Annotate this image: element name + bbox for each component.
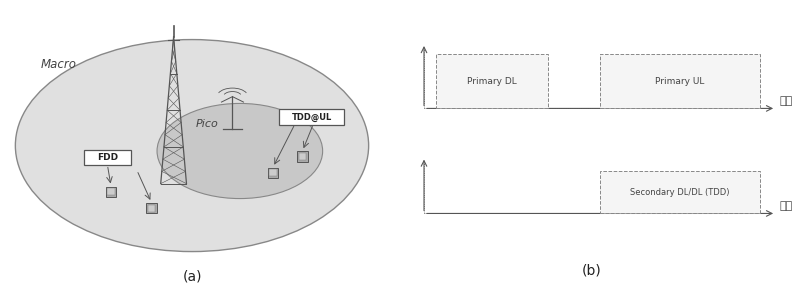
Ellipse shape <box>157 103 322 199</box>
Bar <box>148 204 155 212</box>
Bar <box>298 153 306 160</box>
Text: FDD: FDD <box>97 153 118 162</box>
Text: Pico: Pico <box>196 119 218 129</box>
Text: Secondary DL/DL (TDD): Secondary DL/DL (TDD) <box>630 188 730 197</box>
Text: Primary DL: Primary DL <box>467 77 517 86</box>
FancyBboxPatch shape <box>279 109 344 125</box>
Text: 频率: 频率 <box>780 201 794 210</box>
Bar <box>146 203 157 213</box>
FancyBboxPatch shape <box>84 150 130 165</box>
Bar <box>270 169 277 176</box>
Bar <box>436 54 548 108</box>
Text: TDD@UL: TDD@UL <box>291 112 332 122</box>
Bar <box>107 188 114 195</box>
Bar <box>106 187 116 197</box>
Text: (a): (a) <box>182 269 202 283</box>
Text: Macro: Macro <box>41 57 77 71</box>
Text: (b): (b) <box>582 263 602 277</box>
Bar <box>600 171 760 214</box>
Bar <box>268 168 278 178</box>
Ellipse shape <box>15 40 369 252</box>
Bar <box>600 54 760 108</box>
Text: 频率: 频率 <box>780 95 794 106</box>
Text: Primary UL: Primary UL <box>655 77 705 86</box>
Bar <box>298 151 307 162</box>
